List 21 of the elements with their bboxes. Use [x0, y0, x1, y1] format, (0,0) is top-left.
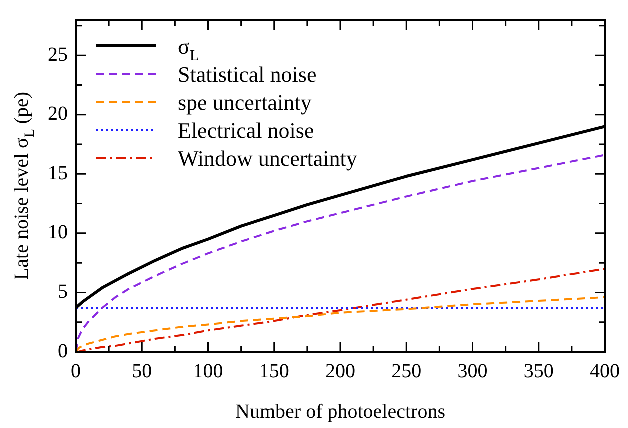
legend-label: Statistical noise [178, 62, 317, 87]
legend-label: spe uncertainty [178, 90, 312, 115]
y-tick-label: 20 [48, 103, 68, 126]
x-tick-label: 300 [458, 360, 488, 382]
x-tick-label: 150 [259, 360, 290, 382]
legend-label: Window uncertainty [178, 146, 358, 171]
x-tick-label: 200 [326, 360, 356, 382]
y-tick-label: 5 [58, 280, 68, 303]
x-tick-label: 350 [524, 360, 554, 382]
y-tick-label: 0 [58, 340, 68, 362]
y-axis-title: Late noise level σL (pe) [11, 92, 38, 280]
y-tick-label: 25 [48, 44, 68, 66]
x-tick-label: 50 [132, 360, 152, 382]
x-axis-title: Number of photoelectrons [236, 401, 446, 423]
x-tick-label: 100 [193, 360, 224, 382]
y-tick-label: 10 [48, 222, 68, 244]
legend-label: Electrical noise [178, 118, 314, 143]
x-tick-label: 400 [590, 360, 620, 382]
line-series [76, 296, 605, 352]
y-tick-label: 15 [48, 162, 68, 184]
x-tick-label: 250 [392, 360, 422, 382]
